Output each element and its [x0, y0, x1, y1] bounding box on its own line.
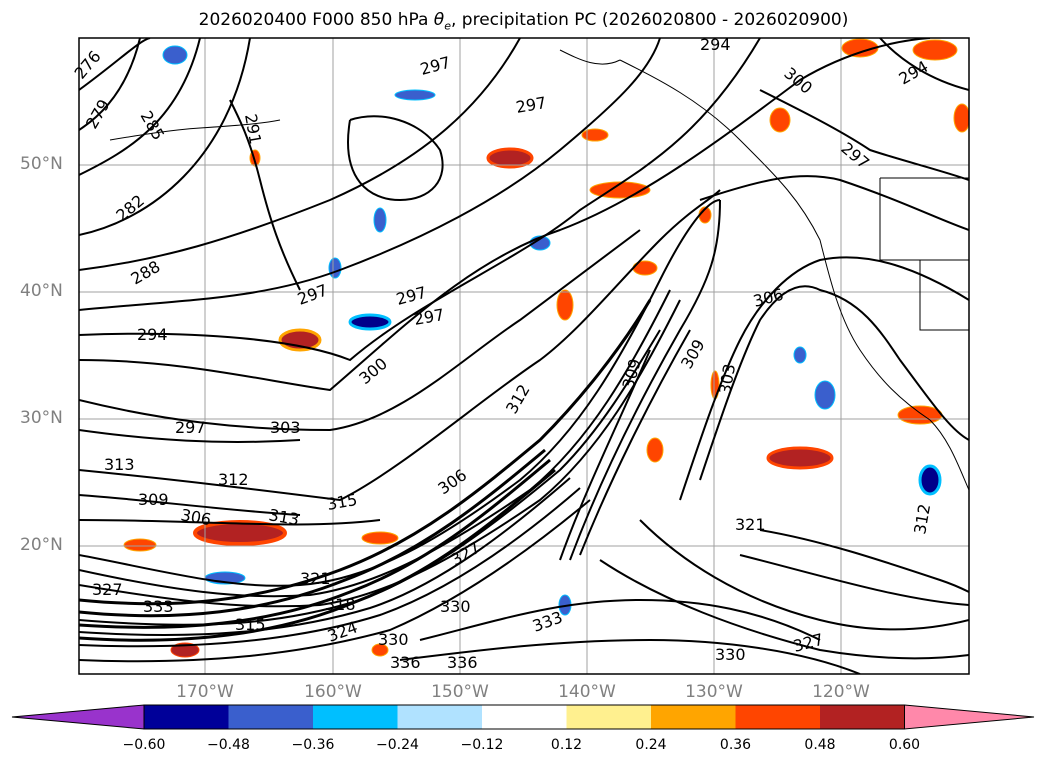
colorbar-tick-label: −0.36 [291, 737, 335, 753]
colorbar-swatch [482, 705, 567, 729]
lat-tick-label: 50°N [20, 154, 63, 174]
precip-patch [193, 520, 287, 546]
map-content [79, 38, 969, 674]
map-background [79, 38, 969, 674]
contour-label: 321 [300, 569, 331, 588]
precip-patch [162, 45, 188, 65]
lat-tick-label: 20°N [20, 535, 63, 555]
contour-label: 330 [715, 645, 746, 664]
lon-tick-label: 170°W [176, 682, 234, 702]
lat-tick-label: 30°N [20, 408, 63, 428]
colorbar-swatch [144, 705, 229, 729]
precip-patch [646, 437, 664, 463]
colorbar-swatch [566, 705, 651, 729]
colorbar-tick-label: −0.12 [460, 737, 504, 753]
precip-patch [371, 643, 389, 657]
colorbar-tick-label: −0.24 [376, 737, 419, 753]
precip-shading [123, 38, 969, 658]
coastlines [109, 49, 969, 491]
precip-patch [556, 289, 574, 321]
contour-label: 312 [218, 470, 249, 489]
contour-label: 333 [143, 597, 174, 616]
colorbar-tick-label: −0.48 [207, 737, 250, 753]
contour-label: 336 [447, 653, 478, 672]
colorbar-extend-low [11, 704, 145, 730]
theta-e-front-band [79, 299, 652, 642]
contour-label: 330 [440, 597, 471, 616]
title-suffix: , precipitation PC (2026020800 - 2026020… [450, 10, 849, 30]
contour-label: 315 [235, 615, 266, 634]
precip-patch [953, 103, 969, 133]
colorbar-tick-label: 0.12 [550, 737, 583, 753]
contour-label: 303 [270, 418, 301, 437]
precip-patch [328, 257, 342, 279]
precip-patch [361, 531, 399, 545]
colorbar-tick-label: −0.60 [122, 737, 166, 753]
colorbar-tick-label: 0.48 [804, 737, 836, 753]
colorbar-swatch [228, 705, 313, 729]
contour-label: 294 [700, 35, 731, 54]
contour-label: 327 [92, 580, 123, 599]
precip-patch [793, 346, 807, 364]
theta-e-contours [79, 38, 969, 674]
colorbar-extend-high [904, 704, 1035, 730]
lon-tick-label: 150°W [431, 682, 489, 702]
precip-patch [766, 446, 834, 470]
colorbar-swatch [820, 705, 905, 729]
lon-tick-label: 160°W [304, 682, 362, 702]
title-subscript: e [444, 19, 451, 33]
chart-title: 2026020400 F000 850 hPa θe, precipitatio… [0, 10, 1047, 32]
contour-label: 313 [104, 455, 135, 474]
title-symbol: θ [433, 10, 445, 30]
precip-patch [912, 39, 958, 61]
colorbar-tick-label: 0.36 [719, 737, 752, 753]
colorbar-swatch [735, 705, 820, 729]
colorbar-outline [143, 704, 905, 730]
colorbar-swatch [651, 705, 736, 729]
precip-patch [581, 128, 609, 142]
colorbar [11, 704, 1035, 730]
lat-tick-label: 40°N [20, 281, 63, 301]
lon-tick-label: 140°W [558, 682, 616, 702]
contour-label: 309 [138, 490, 169, 509]
precip-patch [373, 207, 387, 233]
contour-label: 297 [175, 418, 206, 437]
colorbar-swatch [313, 705, 398, 729]
contour-label: 330 [378, 630, 409, 649]
precip-patch [394, 89, 436, 101]
contour-labels: 276 279 285 291 282 288 294 297 297 297 … [71, 35, 935, 672]
map-frame [78, 37, 970, 675]
lon-tick-label: 130°W [685, 682, 743, 702]
precip-patch [814, 380, 836, 410]
precip-patch [841, 38, 879, 58]
colorbar-tick-label: 0.24 [635, 737, 667, 753]
contour-label: 336 [390, 653, 421, 672]
colorbar-tick-label: 0.60 [888, 737, 921, 753]
colorbar-swatch [397, 705, 482, 729]
contour-label: 318 [325, 595, 356, 614]
precip-patch [918, 464, 942, 496]
title-prefix: 2026020400 F000 850 hPa [198, 10, 434, 30]
precip-patch [769, 107, 791, 133]
precip-patch [486, 147, 534, 169]
contour-label: 294 [137, 325, 168, 344]
contour-label: 321 [735, 515, 766, 534]
lon-tick-label: 120°W [812, 682, 870, 702]
precip-patch [123, 538, 157, 552]
precip-patch [348, 313, 392, 331]
